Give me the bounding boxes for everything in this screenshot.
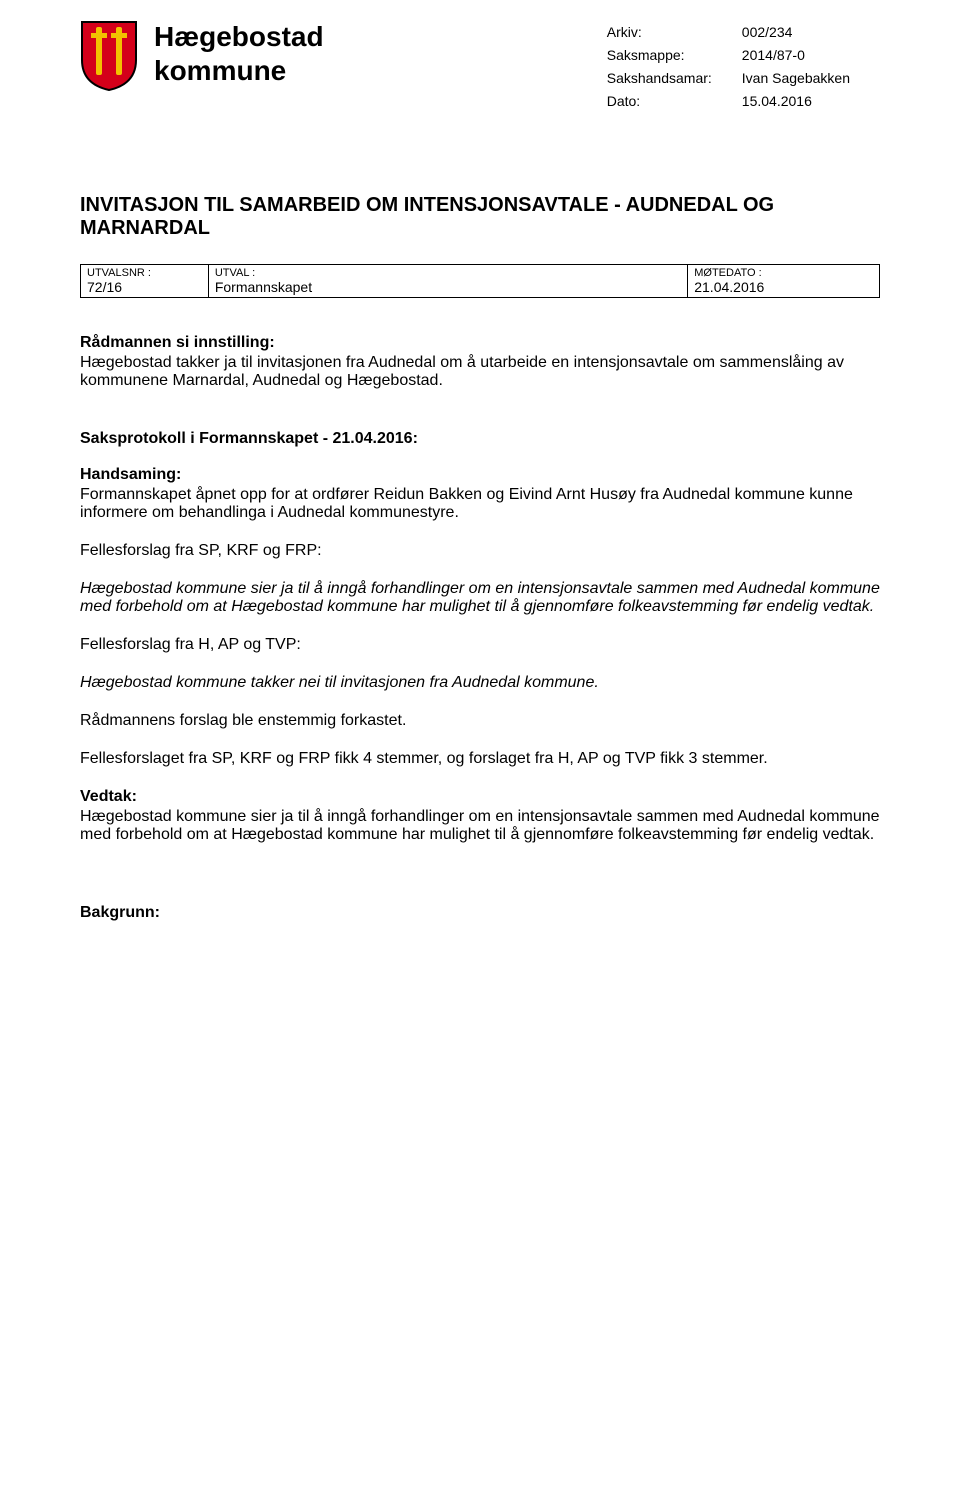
utval-cell-dato: 21.04.2016 (688, 279, 880, 298)
meta-label: Sakshandsamar: (607, 68, 740, 89)
meta-value: 15.04.2016 (742, 91, 878, 112)
meta-row: Arkiv: 002/234 (607, 22, 878, 43)
meta-value: 2014/87-0 (742, 45, 878, 66)
org-name-line1: Hægebostad (154, 20, 589, 54)
organization-name: Hægebostad kommune (154, 20, 589, 87)
utval-table: UTVALSNR : UTVAL : MØTEDATO : 72/16 Form… (80, 264, 880, 298)
document-header: Hægebostad kommune Arkiv: 002/234 Saksma… (80, 20, 880, 114)
document-meta-table: Arkiv: 002/234 Saksmappe: 2014/87-0 Saks… (605, 20, 880, 114)
document-title: INVITASJON TIL SAMARBEID OM INTENSJONSAV… (80, 194, 880, 240)
fellesforslag-1-label: Fellesforslag fra SP, KRF og FRP: (80, 542, 880, 560)
utval-header-utval: UTVAL : (208, 265, 687, 280)
meta-label: Dato: (607, 91, 740, 112)
fellesforslag-2-label: Fellesforslag fra H, AP og TVP: (80, 636, 880, 654)
utval-header-nr: UTVALSNR : (81, 265, 209, 280)
meta-label: Arkiv: (607, 22, 740, 43)
utval-header-dato: MØTEDATO : (688, 265, 880, 280)
utval-cell-nr: 72/16 (81, 279, 209, 298)
meta-label: Saksmappe: (607, 45, 740, 66)
fellesforslag-2-text: Hægebostad kommune takker nei til invita… (80, 674, 880, 692)
handsaming-heading: Handsaming: (80, 466, 880, 484)
utval-cell-utval: Formannskapet (208, 279, 687, 298)
bakgrunn-heading: Bakgrunn: (80, 904, 880, 922)
handsaming-text: Formannskapet åpnet opp for at ordfører … (80, 486, 880, 522)
vedtak-heading: Vedtak: (80, 788, 880, 806)
meta-value: 002/234 (742, 22, 878, 43)
saksprotokoll-heading: Saksprotokoll i Formannskapet - 21.04.20… (80, 430, 880, 448)
raadmann-heading: Rådmannen si innstilling: (80, 334, 880, 352)
meta-row: Saksmappe: 2014/87-0 (607, 45, 878, 66)
org-name-line2: kommune (154, 54, 589, 88)
vedtak-text: Hægebostad kommune sier ja til å inngå f… (80, 808, 880, 844)
fellesforslag-1-text: Hægebostad kommune sier ja til å inngå f… (80, 580, 880, 616)
meta-value: Ivan Sagebakken (742, 68, 878, 89)
meta-row: Dato: 15.04.2016 (607, 91, 878, 112)
raadmann-text: Hægebostad takker ja til invitasjonen fr… (80, 354, 880, 390)
meta-row: Sakshandsamar: Ivan Sagebakken (607, 68, 878, 89)
municipal-shield-icon (80, 20, 138, 97)
stemmer-text: Fellesforslaget fra SP, KRF og FRP fikk … (80, 750, 880, 768)
enstemmig-text: Rådmannens forslag ble enstemmig forkast… (80, 712, 880, 730)
